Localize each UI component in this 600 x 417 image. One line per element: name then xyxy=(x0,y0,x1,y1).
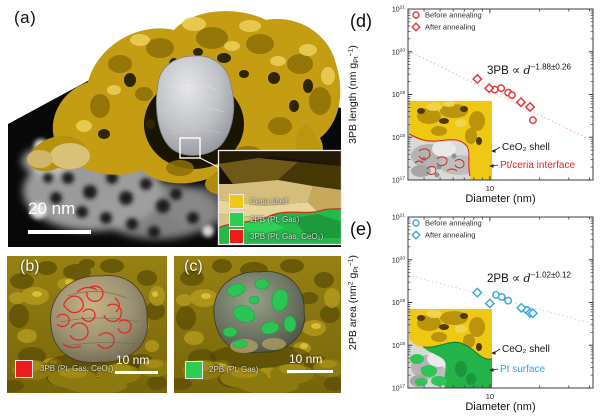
fit-annotation: 2PB ∝ d−1.02±0.12 xyxy=(487,271,571,286)
legend-diamond-marker xyxy=(411,22,421,32)
legend-diamond-marker xyxy=(411,230,421,240)
panel-letter: (e) xyxy=(350,219,372,239)
panel-a-scalebar xyxy=(28,230,91,234)
x-tick-label: 10 xyxy=(486,392,494,401)
panel-c-scalebar xyxy=(287,370,333,373)
legend-circle-marker xyxy=(412,11,420,19)
trend-line xyxy=(408,50,593,142)
y-tick-label: 1020 xyxy=(392,255,405,264)
panel-a-image xyxy=(8,11,342,247)
callout-arrow xyxy=(491,351,496,355)
data-point-diamond xyxy=(527,308,539,319)
roi-box xyxy=(179,137,201,159)
y-tick-label: 1017 xyxy=(392,176,405,185)
data-point-diamond xyxy=(483,82,495,94)
y-tick-label: 1021 xyxy=(392,213,405,222)
ceria-shell-swatch xyxy=(229,194,244,209)
pt-particle-b xyxy=(50,275,148,364)
panel-b-key-swatch xyxy=(15,360,33,378)
data-point-circle xyxy=(497,292,506,301)
callout-label: CeO₂ shell xyxy=(502,142,550,153)
2pb-surface-patches xyxy=(410,341,493,388)
data-point-circle xyxy=(528,116,537,125)
ceria-shell-label: Ceria shell xyxy=(250,197,288,206)
callout-arrow xyxy=(489,368,494,372)
inset-image-pt-surface xyxy=(409,309,493,388)
callout-arrow xyxy=(491,149,496,153)
panel-b-key-label: 3PB (Pt, Gas, CeO₂) xyxy=(40,364,114,373)
inset-image-pt-ceria-interface xyxy=(408,101,492,180)
data-point-diamond xyxy=(515,96,527,108)
y-tick-label: 1019 xyxy=(392,90,405,99)
inset-legend-item-3pb: 3PB (Pt, Gas, CeO₂) xyxy=(229,229,323,244)
3pb-boundary-line xyxy=(217,207,342,229)
chart-3pb-length: 10 1017 1018 1019 1020 1021 Diameter (nm) 3PB l… xyxy=(347,5,594,205)
legend-label: After annealing xyxy=(425,23,475,32)
2pb-label: 2PB (Pt, Gas) xyxy=(250,215,300,224)
y-axis-title: 2PB area (nm2 gPt−1) xyxy=(347,255,360,350)
callout-label: Pt surface xyxy=(500,364,545,375)
panel-a-label: (a) xyxy=(14,8,37,27)
x-axis-title: Diameter (nm) xyxy=(465,193,535,205)
fit-annotation: 3PB ∝ d−1.88±0.26 xyxy=(487,63,571,78)
inset-legend-item-2pb: 2PB (Pt, Gas) xyxy=(229,212,299,227)
panel-b-scalebar-label: 10 nm xyxy=(116,353,150,367)
callout-label: Pt/ceria interface xyxy=(500,160,575,171)
legend-label: Before annealing xyxy=(425,11,482,20)
y-tick-label: 1019 xyxy=(392,298,405,307)
panel-c-scalebar-label: 10 nm xyxy=(289,352,323,366)
data-point-diamond xyxy=(472,287,483,298)
pt-particle xyxy=(156,55,235,156)
y-tick-label: 1018 xyxy=(392,341,405,350)
x-axis-title: Diameter (nm) xyxy=(465,401,535,413)
legend-label: Before annealing xyxy=(425,219,482,228)
data-point-circle xyxy=(508,91,516,100)
y-tick-label: 1020 xyxy=(392,47,405,56)
data-point-diamond xyxy=(484,298,496,309)
x-tick-label: 10 xyxy=(486,184,494,193)
legend-label: After annealing xyxy=(425,231,475,240)
data-point-diamond xyxy=(516,302,527,314)
2pb-patches xyxy=(222,278,297,349)
panel-b-image xyxy=(7,256,167,393)
data-point-diamond xyxy=(524,101,536,113)
roi-connector-line xyxy=(199,157,221,169)
y-axis-title: 3PB length (nm gPt−1) xyxy=(347,45,360,144)
panel-letter: (d) xyxy=(350,11,372,31)
3pb-contour-lines xyxy=(408,133,471,177)
callout-label: CeO₂ shell xyxy=(502,344,550,355)
3pb-swatch xyxy=(229,229,244,244)
2pb-swatch xyxy=(229,212,244,227)
y-tick-label: 1017 xyxy=(392,384,405,393)
3pb-label: 3PB (Pt, Gas, CeO₂) xyxy=(250,232,324,241)
inset-legend-item-ceria: Ceria shell xyxy=(229,194,288,209)
panel-b-label: (b) xyxy=(20,258,40,275)
legend-circle-marker xyxy=(412,219,420,227)
y-tick-label: 1018 xyxy=(392,133,405,142)
panel-a-scalebar-label: 20 nm xyxy=(28,199,76,218)
panel-c-key-swatch xyxy=(185,361,203,379)
3pb-contours xyxy=(56,285,132,349)
data-point-circle xyxy=(504,296,513,305)
data-point-diamond xyxy=(472,73,483,85)
data-point-circle xyxy=(497,84,506,93)
y-tick-label: 1021 xyxy=(392,5,405,14)
panel-c-label: (c) xyxy=(184,258,203,275)
callout-arrow xyxy=(489,164,494,168)
panel-b-scalebar xyxy=(115,371,158,374)
chart-2pb-area: 10 1017 1018 1019 1020 1021 Diameter (nm) 2PB a… xyxy=(347,213,594,413)
panel-c-key-label: 2PB (Pt, Gas) xyxy=(209,365,259,374)
